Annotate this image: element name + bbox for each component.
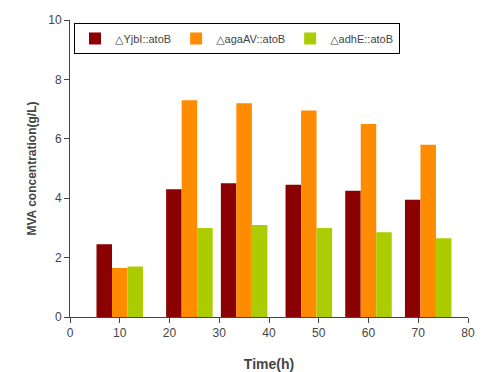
svg-text:8: 8	[55, 73, 62, 87]
svg-text:80: 80	[461, 326, 475, 340]
svg-text:40: 40	[262, 326, 276, 340]
svg-text:70: 70	[412, 326, 426, 340]
svg-text:△YjbI::atoB: △YjbI::atoB	[115, 33, 171, 45]
svg-text:△agaAV::atoB: △agaAV::atoB	[216, 33, 285, 45]
svg-text:△adhE::atoB: △adhE::atoB	[330, 33, 393, 45]
svg-text:Time(h): Time(h)	[244, 356, 294, 372]
svg-text:60: 60	[362, 326, 376, 340]
svg-text:0: 0	[67, 326, 74, 340]
svg-text:0: 0	[55, 310, 62, 324]
svg-text:MVA concentration(g/L): MVA concentration(g/L)	[25, 102, 39, 236]
svg-text:6: 6	[55, 132, 62, 146]
svg-text:2: 2	[55, 251, 62, 265]
svg-text:30: 30	[213, 326, 227, 340]
svg-text:20: 20	[163, 326, 177, 340]
svg-text:4: 4	[55, 191, 62, 205]
svg-text:10: 10	[113, 326, 127, 340]
svg-text:50: 50	[312, 326, 326, 340]
svg-text:10: 10	[48, 13, 62, 27]
